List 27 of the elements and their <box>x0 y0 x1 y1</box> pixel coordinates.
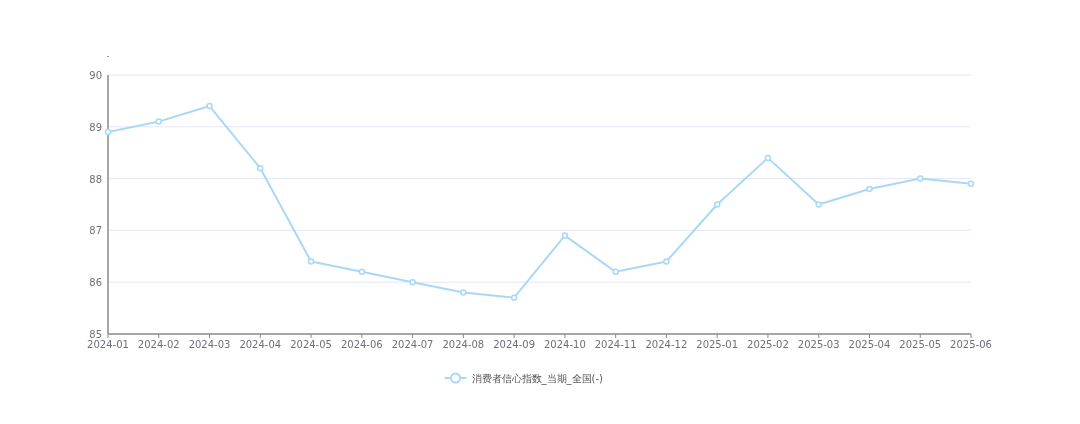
legend-label: 消费者信心指数_当期_全国(-) <box>471 372 604 385</box>
x-tick-label: 2024-10 <box>543 339 586 350</box>
y-tick-label: 88 <box>89 173 102 185</box>
x-tick-label: 2024-08 <box>442 339 485 350</box>
x-tick-label: 2025-03 <box>797 339 840 350</box>
x-tick-label: 2024-12 <box>645 339 688 350</box>
x-tick-label: 2024-05 <box>290 339 332 350</box>
x-tick-label: 2025-06 <box>950 339 992 350</box>
x-tick-label: 2024-11 <box>594 339 637 350</box>
legend: 消费者信心指数_当期_全国(-) <box>443 372 603 384</box>
x-tick-label: 2024-01 <box>87 339 129 350</box>
x-tick-label: 2025-02 <box>747 339 789 350</box>
y-tick-label: 89 <box>89 121 102 133</box>
y-tick-label: 90 <box>89 70 102 81</box>
y-tick-label: 87 <box>89 225 102 237</box>
x-tick-label: 2024-03 <box>188 339 231 350</box>
x-tick-label: 2024-07 <box>391 339 434 350</box>
y-tick-label: 86 <box>89 277 102 289</box>
x-tick-label: 2024-02 <box>137 339 180 350</box>
x-tick-label: 2025-01 <box>696 339 739 350</box>
x-tick-label: 2024-06 <box>340 339 383 350</box>
y-axis-title: - <box>106 52 110 61</box>
y-tick-label: 85 <box>89 329 102 340</box>
x-tick-label: 2025-04 <box>848 339 891 350</box>
x-tick-label: 2024-04 <box>239 339 282 350</box>
x-tick-label: 2025-05 <box>899 339 942 350</box>
x-tick-label: 2024-09 <box>493 339 536 350</box>
